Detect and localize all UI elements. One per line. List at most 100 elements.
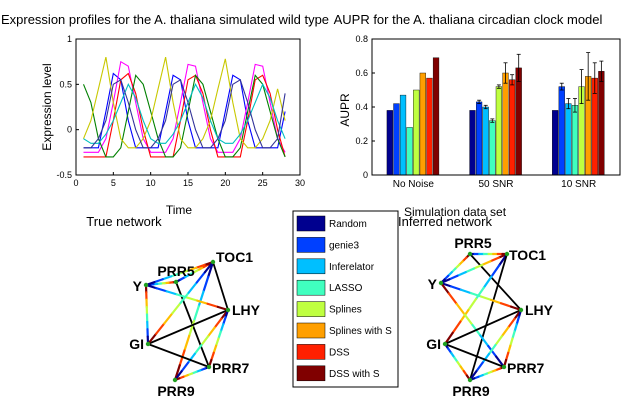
legend-swatch [296,237,326,253]
network-node-label: GI [426,336,441,352]
network-node-label: Y [428,276,438,292]
network-edge-segment [188,319,196,337]
expression-chart-xlabel: Time [166,203,193,217]
bar [509,79,516,176]
expression-plot-frame [75,38,301,176]
true-network-graph: PRR5 TOC1 Y LHY GI PRR7 PRR9 [129,249,260,399]
network-edge-segment [183,334,191,352]
legend-label: DSS with S [329,369,380,380]
network-edge-segment [488,343,497,355]
network-edge-segment [197,290,205,308]
bar [426,77,433,176]
network-edge-segment [213,317,223,329]
true-network-title: True network [86,214,162,229]
network-edge-segment [215,337,220,347]
method-legend: Random genie3 Inferelator LASSO Splines Splin… [292,210,399,388]
network-edge-segment [193,343,203,355]
inferred-network-title: Inferred network [398,214,492,229]
network-node-marker [225,307,231,313]
legend-label: Splines [329,305,362,316]
legend-swatch [296,322,326,339]
y-tick-label: 0.2 [355,136,368,146]
network-edge-segment [455,302,466,316]
bar [419,72,426,176]
network-node-label: PRR7 [212,360,250,376]
network-edge-segment [155,287,168,293]
network-edge-segment [489,298,503,305]
bar [515,67,522,176]
x-tick-label: 10 [146,178,156,188]
network-edge-segment [210,351,215,361]
network-node-marker [438,280,444,286]
network-edge-segment [481,352,491,364]
aupr-chart-xlabel: Simulation data set [404,205,507,219]
bar [502,72,509,176]
y-tick-label: 0.8 [355,34,368,44]
legend-label: genie3 [329,240,359,251]
network-edge-segment [180,361,190,373]
network-edge-segment [185,296,199,302]
network-edge [444,309,522,345]
network-edge-segment [507,317,516,329]
network-node-marker [504,251,510,257]
network-edge-segment [447,292,458,306]
network-edge [469,253,522,311]
legend-swatch [296,279,326,296]
network-edge-segment [212,344,218,354]
inferred-network-graph: PRR5 TOC1 Y LHY GI PRR7 PRR9 [426,235,553,399]
expression-series-line-5 [82,56,286,149]
network-edge [469,253,508,381]
network-edge-segment [511,330,516,340]
network-node-label: LHY [525,302,554,318]
aupr-chart-title: AUPR for the A. thaliana circadian clock… [334,12,603,27]
expression-series-line-4 [82,74,286,158]
network-edge-segment [463,313,474,327]
network-edge [212,261,229,311]
network-node-label: PRR5 [454,235,492,251]
expression-chart-title: Expression profiles for the A. thaliana … [1,12,329,27]
bar [495,86,503,176]
network-edge-segment [153,278,164,284]
bar [476,101,483,176]
network-node-marker [501,364,507,370]
network-edge-segment [469,292,483,298]
category-tick-label: No Noise [393,179,435,190]
bar [406,127,413,176]
network-edge-segment [475,361,484,373]
network-node-label: LHY [232,302,261,318]
network-edge-segment [490,264,501,278]
network-edge [147,343,210,368]
network-edge-segment [515,316,520,326]
aupr-plot-frame [371,38,621,176]
network-edge-segment [186,266,198,272]
bar [393,103,400,176]
y-tick-label: 0 [67,125,72,135]
legend-swatch [296,301,326,317]
network-node-label: GI [129,336,144,352]
network-edge-segment [163,312,174,325]
network-node-marker [145,341,151,347]
network-edge-segment [171,301,182,315]
network-edge-segment [206,302,219,308]
network-edge-segment [196,299,209,305]
network-edge-segment [222,316,227,326]
network-edge-segment [192,305,200,323]
network-node-label: Y [133,278,143,294]
x-tick-label: 30 [295,178,305,188]
network-node-marker [173,279,179,285]
network-edge-segment [443,331,454,346]
legend-swatch [296,344,326,360]
y-tick-label: 1 [67,34,72,44]
network-edge [444,343,505,368]
bar [413,89,420,176]
legend-swatch [296,258,326,275]
network-edge-segment [500,326,510,338]
y-tick-label: 0.4 [355,102,368,112]
legend-label: Inferelator [329,262,375,273]
network-edge-segment [464,267,476,274]
network-node-label: PRR5 [157,263,195,279]
bar [552,110,559,176]
network-edge-segment [449,285,463,291]
network-edge-segment [170,272,181,278]
network-edge-segment [448,274,459,281]
